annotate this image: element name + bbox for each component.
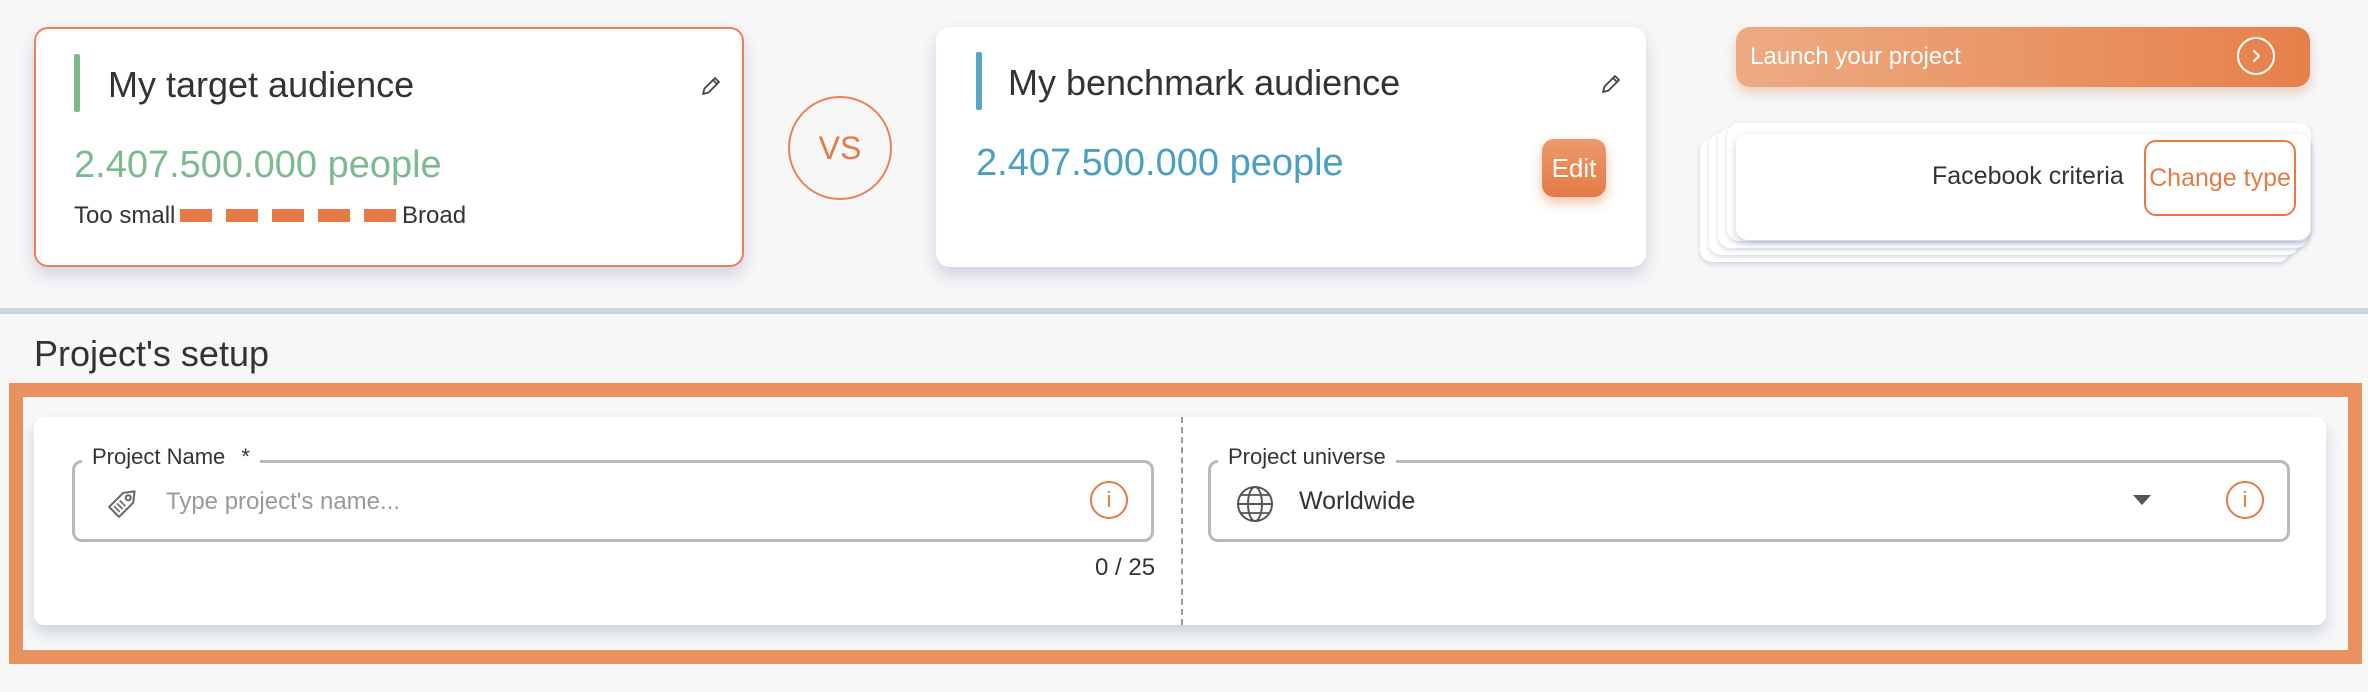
required-marker: * bbox=[241, 444, 250, 469]
globe-icon bbox=[1237, 486, 1273, 522]
range-min-label: Too small bbox=[74, 202, 176, 229]
target-accent-bar bbox=[74, 54, 80, 112]
range-dash bbox=[226, 209, 258, 222]
target-audience-card: My target audience 2.407.500.000 people … bbox=[34, 27, 744, 267]
edit-target-pencil-icon[interactable] bbox=[699, 74, 723, 98]
edit-benchmark-pencil-icon[interactable] bbox=[1599, 72, 1623, 96]
benchmark-audience-card: My benchmark audience 2.407.500.000 peop… bbox=[936, 27, 1646, 267]
target-people-count: 2.407.500.000 people bbox=[74, 144, 442, 186]
launch-project-button[interactable]: Launch your project bbox=[1736, 27, 2310, 87]
project-setup-highlight bbox=[9, 383, 2362, 664]
project-setup-title: Project's setup bbox=[34, 333, 269, 374]
section-divider bbox=[0, 308, 2368, 314]
vs-badge: VS bbox=[788, 96, 892, 200]
benchmark-people-count: 2.407.500.000 people bbox=[976, 142, 1344, 184]
chevron-right-circle-icon bbox=[2237, 37, 2275, 75]
range-max-label: Broad bbox=[402, 202, 467, 229]
project-name-info-icon[interactable]: i bbox=[1090, 481, 1128, 519]
range-dash bbox=[272, 209, 304, 222]
chevron-down-icon[interactable] bbox=[2131, 493, 2153, 507]
project-name-legend: Project Name * bbox=[82, 444, 260, 470]
change-type-button[interactable]: Change type bbox=[2144, 140, 2296, 216]
criteria-card: Facebook criteria Change type bbox=[1736, 134, 2310, 240]
project-name-input[interactable]: Type project's name... bbox=[166, 488, 401, 515]
project-name-char-counter: 0 / 25 bbox=[1095, 554, 1156, 581]
project-setup-card: Type project's name... i Project Name * … bbox=[34, 417, 2326, 625]
tag-icon bbox=[108, 490, 136, 518]
criteria-type-label: Facebook criteria bbox=[1932, 162, 2124, 190]
target-audience-title: My target audience bbox=[108, 64, 415, 105]
benchmark-audience-title: My benchmark audience bbox=[1008, 62, 1401, 103]
project-universe-info-icon[interactable]: i bbox=[2226, 481, 2264, 519]
setup-column-divider bbox=[1181, 417, 1183, 625]
project-name-label: Project Name bbox=[92, 444, 226, 469]
range-dash bbox=[318, 209, 350, 222]
project-universe-label: Project universe bbox=[1228, 444, 1386, 469]
project-universe-value: Worldwide bbox=[1299, 487, 1416, 515]
range-dash bbox=[364, 209, 396, 222]
project-universe-select[interactable]: Worldwide i bbox=[1208, 460, 2290, 542]
range-dash bbox=[180, 209, 212, 222]
launch-project-label: Launch your project bbox=[1750, 43, 1961, 70]
project-name-field[interactable]: Type project's name... i bbox=[72, 460, 1154, 542]
edit-benchmark-button[interactable]: Edit bbox=[1542, 139, 1606, 197]
benchmark-accent-bar bbox=[976, 52, 982, 110]
project-universe-legend: Project universe bbox=[1218, 444, 1396, 470]
